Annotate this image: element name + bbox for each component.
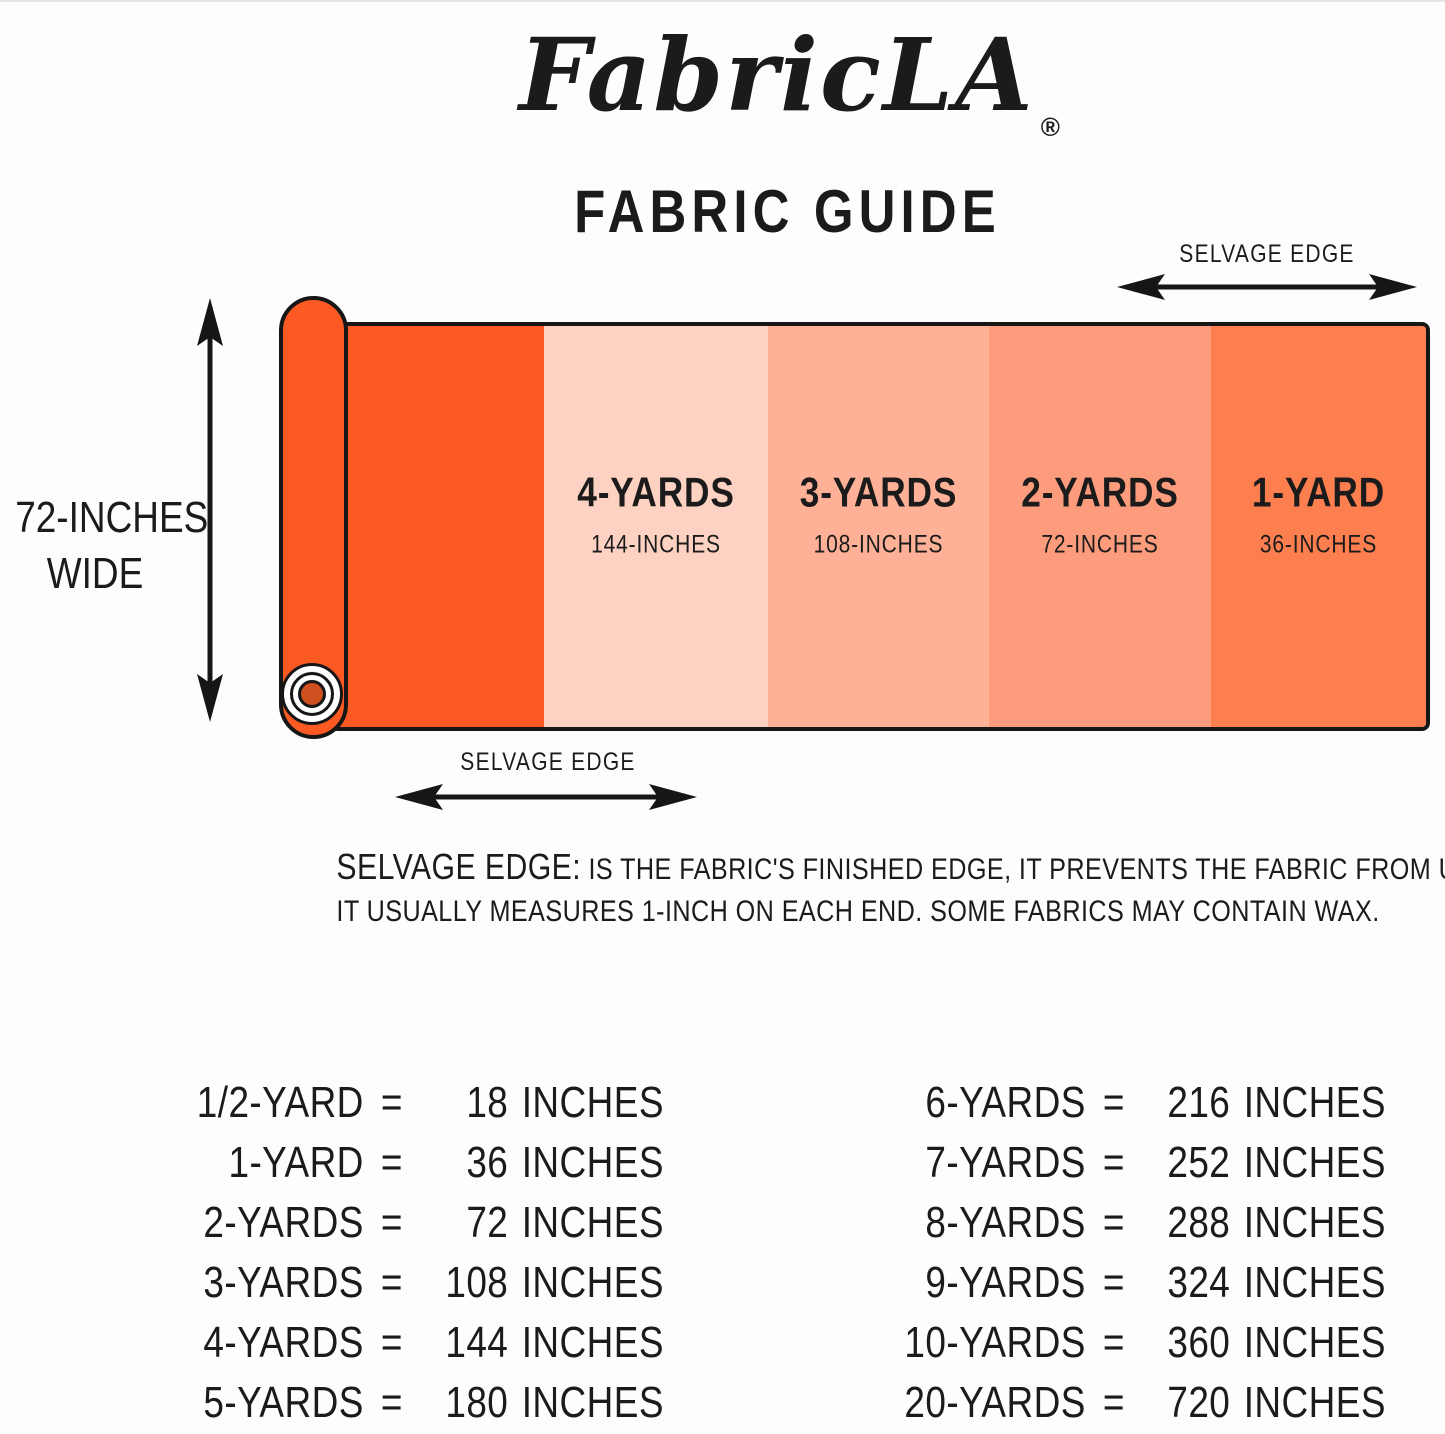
fabric-section-2-yards: 2-YARDS 72-INCHES	[989, 326, 1211, 727]
inches-unit: INCHES	[1243, 1318, 1386, 1367]
table-row: 1-YARD = 36 INCHES	[175, 1133, 663, 1193]
inches-value: 360	[1167, 1318, 1231, 1367]
section-inches-label: 108-INCHES	[813, 530, 944, 559]
inches-unit: INCHES	[1243, 1078, 1386, 1127]
yard-label: 10-YARDS	[904, 1318, 1086, 1367]
selvage-note-line1: IS THE FABRIC'S FINISHED EDGE, IT PREVEN…	[588, 853, 1445, 886]
table-row: 20-YARDS = 720 INCHES	[897, 1373, 1385, 1433]
yard-label: 20-YARDS	[904, 1378, 1086, 1427]
inches-value: 180	[445, 1378, 509, 1427]
inches-unit: INCHES	[521, 1318, 664, 1367]
inches-value: 288	[1167, 1198, 1231, 1247]
selvage-edge-top-label: SELVAGE EDGE	[1179, 240, 1355, 268]
equals-sign: =	[380, 1378, 403, 1427]
inches-value: 144	[445, 1318, 509, 1367]
table-row: 2-YARDS = 72 INCHES	[175, 1193, 663, 1253]
inches-value: 252	[1167, 1138, 1231, 1187]
equals-sign: =	[380, 1318, 403, 1367]
selvage-edge-bottom-arrow-icon	[395, 784, 697, 810]
conversion-table-right-column: 6-YARDS = 216 INCHES 7-YARDS = 252 INCHE…	[897, 1073, 1385, 1433]
selvage-edge-top-arrow-icon	[1117, 274, 1417, 300]
section-inches-label: 72-INCHES	[1041, 530, 1159, 559]
fabric-width-arrow-icon	[197, 298, 223, 722]
table-row: 8-YARDS = 288 INCHES	[897, 1193, 1385, 1253]
conversion-table-left-column: 1/2-YARD = 18 INCHES 1-YARD = 36 INCHES …	[175, 1073, 664, 1433]
inches-unit: INCHES	[521, 1078, 664, 1127]
table-row: 10-YARDS = 360 INCHES	[897, 1313, 1385, 1373]
inches-value: 216	[1167, 1078, 1231, 1127]
inches-unit: INCHES	[521, 1198, 664, 1247]
equals-sign: =	[1102, 1318, 1125, 1367]
fabric-width-label-line1: 72-INCHES	[15, 493, 209, 542]
fabric-roll-core	[298, 680, 326, 708]
fabric-width-label-line2: WIDE	[46, 549, 144, 598]
equals-sign: =	[1102, 1378, 1125, 1427]
header: FabricLA ® FABRIC GUIDE	[0, 0, 1445, 244]
inches-unit: INCHES	[1243, 1138, 1386, 1187]
inches-unit: INCHES	[521, 1378, 664, 1427]
page-top-divider	[0, 0, 1445, 2]
equals-sign: =	[1102, 1198, 1125, 1247]
fabric-section-4-yards: 4-YARDS 144-INCHES	[544, 326, 768, 727]
inches-value: 324	[1167, 1258, 1231, 1307]
table-row: 6-YARDS = 216 INCHES	[897, 1073, 1385, 1133]
registered-trademark-icon: ®	[1040, 112, 1062, 142]
inches-value: 72	[466, 1198, 509, 1247]
section-yards-label: 2-YARDS	[1021, 468, 1179, 516]
table-row: 4-YARDS = 144 INCHES	[175, 1313, 663, 1373]
equals-sign: =	[380, 1078, 403, 1127]
selvage-edge-bottom-label: SELVAGE EDGE	[460, 748, 636, 776]
equals-sign: =	[1102, 1138, 1125, 1187]
yard-label: 1-YARD	[228, 1138, 364, 1187]
inches-unit: INCHES	[521, 1138, 664, 1187]
fabric-roll-end-ring	[290, 672, 334, 716]
section-inches-label: 144-INCHES	[591, 530, 721, 559]
inches-value: 720	[1167, 1378, 1231, 1427]
equals-sign: =	[1102, 1258, 1125, 1307]
inches-unit: INCHES	[1243, 1378, 1386, 1427]
inches-unit: INCHES	[1243, 1198, 1386, 1247]
yard-label: 8-YARDS	[925, 1198, 1086, 1247]
table-row: 7-YARDS = 252 INCHES	[897, 1133, 1385, 1193]
section-inches-label: 36-INCHES	[1259, 530, 1378, 559]
section-yards-label: 4-YARDS	[577, 468, 735, 516]
section-yards-label: 3-YARDS	[799, 468, 958, 516]
selvage-note: SELVAGE EDGE: IS THE FABRIC'S FINISHED E…	[336, 846, 1445, 933]
yard-label: 5-YARDS	[203, 1378, 364, 1427]
yard-label: 7-YARDS	[925, 1138, 1086, 1187]
selvage-note-line2: IT USUALLY MEASURES 1-INCH ON EACH END. …	[336, 895, 1380, 928]
fabric-section-1-yard: 1-YARD 36-INCHES	[1211, 326, 1426, 727]
table-row: 5-YARDS = 180 INCHES	[175, 1373, 663, 1433]
page-title: FABRIC GUIDE	[574, 178, 1001, 245]
equals-sign: =	[380, 1138, 403, 1187]
table-row: 3-YARDS = 108 INCHES	[175, 1253, 663, 1313]
inches-unit: INCHES	[521, 1258, 664, 1307]
yard-label: 1/2-YARD	[196, 1078, 364, 1127]
yard-label: 2-YARDS	[203, 1198, 364, 1247]
brand-logo-text: FabricLA	[519, 16, 1035, 134]
yard-label: 3-YARDS	[203, 1258, 364, 1307]
inches-unit: INCHES	[1243, 1258, 1386, 1307]
equals-sign: =	[380, 1198, 403, 1247]
fabric-roll-end-icon	[281, 663, 343, 725]
section-yards-label: 1-YARD	[1251, 468, 1386, 516]
fabric-unrolled-section	[334, 326, 544, 727]
table-row: 1/2-YARD = 18 INCHES	[175, 1073, 664, 1133]
brand-logo: FabricLA ®	[130, 0, 1445, 176]
equals-sign: =	[380, 1258, 403, 1307]
inches-value: 36	[466, 1138, 509, 1187]
yard-label: 6-YARDS	[925, 1078, 1086, 1127]
yard-label: 9-YARDS	[925, 1258, 1086, 1307]
fabric-sheet: 4-YARDS 144-INCHES 3-YARDS 108-INCHES 2-…	[330, 322, 1430, 731]
yard-label: 4-YARDS	[203, 1318, 364, 1367]
equals-sign: =	[1102, 1078, 1125, 1127]
fabric-section-3-yards: 3-YARDS 108-INCHES	[768, 326, 989, 727]
selvage-note-lead: SELVAGE EDGE:	[336, 846, 582, 887]
inches-value: 108	[445, 1258, 509, 1307]
fabric-width-label: 72-INCHES WIDE	[15, 490, 209, 602]
table-row: 9-YARDS = 324 INCHES	[897, 1253, 1385, 1313]
inches-value: 18	[466, 1078, 509, 1127]
